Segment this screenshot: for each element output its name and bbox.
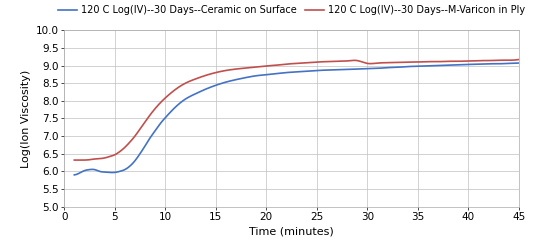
120 C Log(IV)--30 Days--M-Varicon in Ply xyxy=(506,59,513,62)
120 C Log(IV)--30 Days--M-Varicon in Ply xyxy=(437,60,443,63)
Line: 120 C Log(IV)--30 Days--Ceramic on Surface: 120 C Log(IV)--30 Days--Ceramic on Surfa… xyxy=(74,63,519,175)
120 C Log(IV)--30 Days--M-Varicon in Ply xyxy=(286,62,292,66)
120 C Log(IV)--30 Days--Ceramic on Surface xyxy=(285,71,292,74)
120 C Log(IV)--30 Days--Ceramic on Surface xyxy=(435,64,442,67)
120 C Log(IV)--30 Days--M-Varicon in Ply xyxy=(79,159,86,162)
120 C Log(IV)--30 Days--Ceramic on Surface xyxy=(71,173,78,176)
Y-axis label: Log(Ion Viscosity): Log(Ion Viscosity) xyxy=(21,69,32,168)
120 C Log(IV)--30 Days--M-Varicon in Ply xyxy=(71,159,78,162)
120 C Log(IV)--30 Days--Ceramic on Surface xyxy=(312,69,318,72)
Legend: 120 C Log(IV)--30 Days--Ceramic on Surface, 120 C Log(IV)--30 Days--M-Varicon in: 120 C Log(IV)--30 Days--Ceramic on Surfa… xyxy=(58,5,525,15)
120 C Log(IV)--30 Days--Ceramic on Surface xyxy=(516,61,522,65)
120 C Log(IV)--30 Days--M-Varicon in Ply xyxy=(283,62,289,66)
X-axis label: Time (minutes): Time (minutes) xyxy=(249,226,334,236)
120 C Log(IV)--30 Days--M-Varicon in Ply xyxy=(516,58,522,61)
120 C Log(IV)--30 Days--Ceramic on Surface xyxy=(505,62,511,65)
Line: 120 C Log(IV)--30 Days--M-Varicon in Ply: 120 C Log(IV)--30 Days--M-Varicon in Ply xyxy=(74,59,519,160)
120 C Log(IV)--30 Days--Ceramic on Surface xyxy=(282,71,289,74)
120 C Log(IV)--30 Days--M-Varicon in Ply xyxy=(312,60,319,64)
120 C Log(IV)--30 Days--M-Varicon in Ply xyxy=(337,60,343,63)
120 C Log(IV)--30 Days--Ceramic on Surface xyxy=(336,68,342,71)
